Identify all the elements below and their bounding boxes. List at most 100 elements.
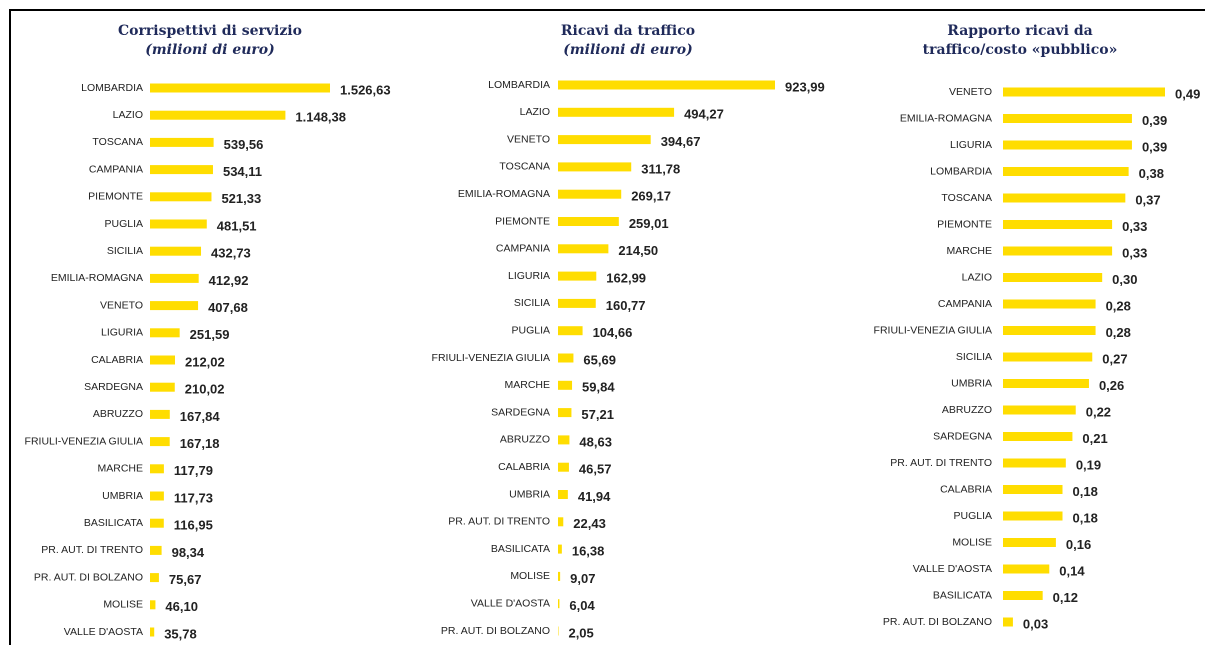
bar [558,462,569,472]
category-label: MARCHE [946,245,992,257]
value-label: 0,18 [1073,484,1098,499]
bar [558,544,562,554]
value-label: 1.526,63 [340,82,391,97]
category-label: ABRUZZO [93,408,143,420]
bar [150,464,164,474]
bar [1003,167,1129,176]
title-block: Rapporto ricavi da traffico/costo «pubbl… [900,22,1140,60]
category-label: LAZIO [520,106,550,118]
value-label: 167,18 [180,436,220,451]
value-label: 494,27 [684,107,724,122]
category-label: UMBRIA [509,488,550,500]
value-label: 0,03 [1023,616,1048,631]
category-label: SICILIA [107,245,143,257]
bar [150,491,164,501]
value-label: 0,12 [1053,590,1078,605]
value-label: 22,43 [573,516,606,531]
category-label: CAMPANIA [938,298,992,310]
chart-title: Rapporto ricavi da traffico/costo «pubbl… [922,23,1118,58]
value-label: 1.148,38 [295,110,346,125]
category-label: CAMPANIA [89,163,143,175]
bar [1003,564,1050,574]
value-label: 394,67 [661,134,701,149]
bar [150,573,159,583]
value-label: 534,11 [223,164,262,179]
bar [150,545,162,555]
value-label: 46,57 [579,462,612,477]
category-label: VENETO [100,299,143,311]
category-label: LIGURIA [950,139,992,151]
category-label: LOMBARDIA [930,165,992,177]
value-label: 0,30 [1112,272,1137,287]
bar [1003,220,1113,229]
category-label: PR. AUT. DI TRENTO [41,544,143,556]
value-label: 6,04 [569,598,595,613]
bar [150,627,155,637]
category-label: EMILIA-ROMAGNA [458,188,550,200]
chart-subtitle: (milioni di euro) [145,42,275,58]
category-label: PR. AUT. DI BOLZANO [441,625,550,637]
category-label: VALLE D'AOSTA [471,597,550,609]
value-label: 0,22 [1086,404,1111,419]
bar [558,217,619,226]
value-label: 0,28 [1106,298,1131,313]
category-label: LAZIO [113,109,143,121]
bar [558,380,573,390]
value-label: 0,38 [1139,166,1164,181]
bar [558,107,675,117]
category-label: LIGURIA [101,327,143,339]
category-label: LAZIO [962,271,992,283]
category-label: MOLISE [510,570,550,582]
bar [558,135,651,145]
category-label: MOLISE [952,536,992,548]
value-label: 0,39 [1142,113,1167,128]
category-label: MOLISE [103,599,143,611]
bar [558,271,597,281]
category-label: EMILIA-ROMAGNA [900,112,992,124]
bar [1003,299,1096,309]
value-label: 0,26 [1099,378,1124,393]
category-label: PIEMONTE [937,218,992,230]
bar [150,137,214,147]
category-label: SARDEGNA [491,406,550,418]
category-label: PUGLIA [953,510,992,522]
title-block: Ricavi da traffico (milioni di euro) [478,22,778,60]
value-label: 539,56 [224,137,264,152]
category-label: UMBRIA [102,490,143,502]
value-label: 407,68 [208,300,248,315]
bar [150,437,170,447]
category-label: FRIULI-VENEZIA GIULIA [874,324,992,336]
value-label: 0,19 [1076,457,1101,472]
value-label: 104,66 [593,325,633,340]
bar [1003,591,1043,600]
value-label: 412,92 [209,273,249,288]
value-label: 117,79 [174,463,213,478]
value-label: 251,59 [190,327,230,342]
category-label: ABRUZZO [942,404,992,416]
category-label: LIGURIA [508,270,550,282]
category-label: PIEMONTE [495,215,550,227]
bar [150,301,199,311]
value-label: 923,99 [785,79,825,94]
chart-title: Corrispettivi di servizio [118,23,302,39]
value-label: 0,39 [1142,139,1167,154]
value-label: 9,07 [570,571,595,586]
bar [558,517,564,527]
value-label: 0,27 [1102,351,1127,366]
bar [1003,458,1066,468]
category-label: MARCHE [504,379,550,391]
category-label: PR. AUT. DI BOLZANO [34,571,143,583]
bar [150,110,286,120]
bar [1003,87,1165,97]
bar [150,600,156,610]
bar [558,599,560,609]
value-label: 0,28 [1106,325,1131,340]
category-label: PIEMONTE [88,191,143,203]
category-label: CAMPANIA [496,243,550,255]
category-label: BASILICATA [84,517,143,529]
value-label: 160,77 [606,298,646,313]
bar [1003,511,1063,521]
value-label: 57,21 [581,407,614,422]
category-label: PR. AUT. DI TRENTO [448,516,550,528]
